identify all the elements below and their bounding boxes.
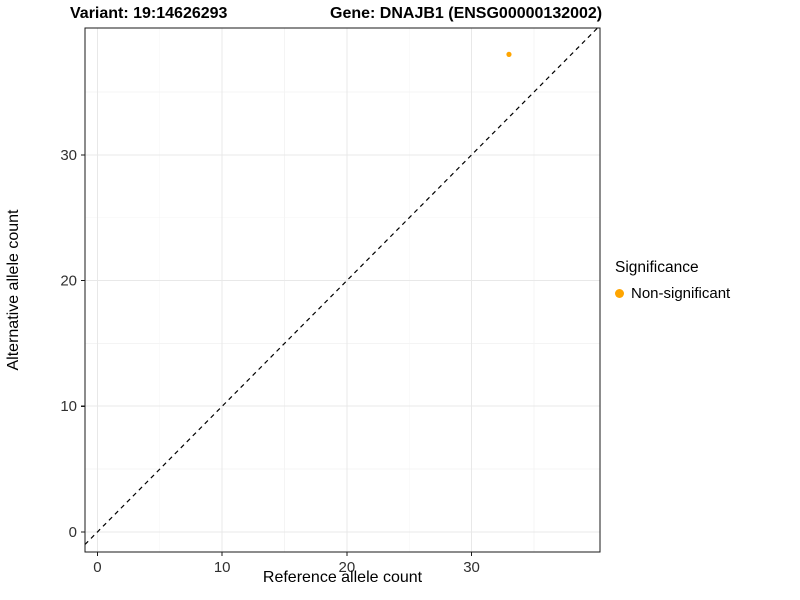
x-axis-label: Reference allele count <box>262 569 423 586</box>
legend-title: Significance <box>615 259 699 276</box>
chart-title-gene: Gene: DNAJB1 (ENSG00000132002) <box>330 5 603 22</box>
legend-entry-label: Non-significant <box>631 285 731 302</box>
panel-border <box>84 27 601 553</box>
y-tick-label: 10 <box>60 398 77 415</box>
x-tick-label: 20 <box>339 559 356 576</box>
y-tick-label: 0 <box>69 524 77 541</box>
orange-dot-icon <box>615 289 624 298</box>
x-tick-label: 30 <box>463 559 480 576</box>
x-tick-label: 10 <box>214 559 231 576</box>
legend-entry: Non-significant <box>615 285 730 302</box>
data-point <box>506 51 512 57</box>
y-tick-label: 30 <box>60 147 77 164</box>
legend: Significance Non-significant <box>615 259 730 302</box>
identity-line <box>84 27 598 545</box>
chart-title-variant: Variant: 19:14626293 <box>70 5 228 22</box>
y-axis-label: Alternative allele count <box>5 209 22 371</box>
x-tick-label: 0 <box>93 559 101 576</box>
y-tick-label: 20 <box>60 273 77 290</box>
